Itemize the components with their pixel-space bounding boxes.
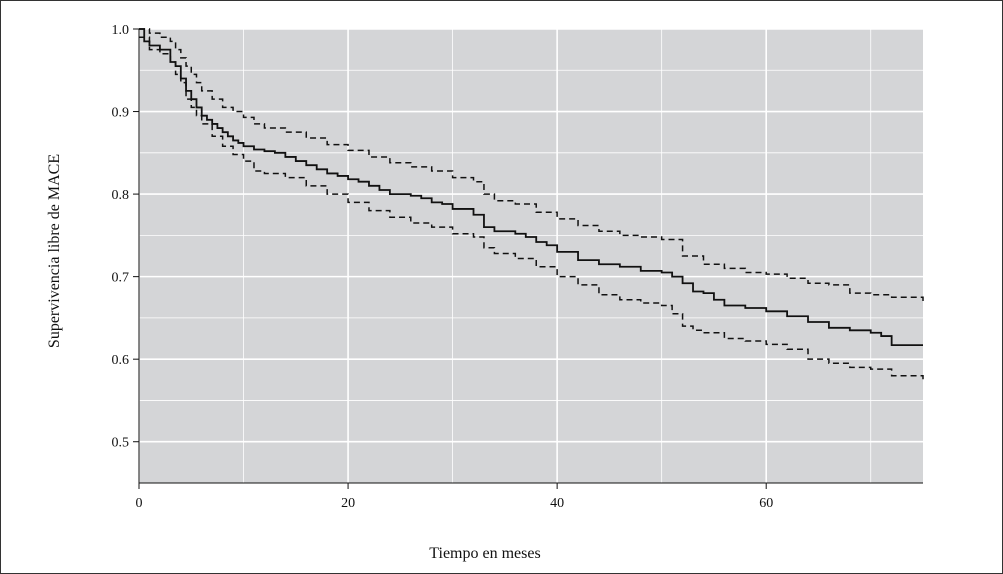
- confidence-bound-line-1: [139, 28, 924, 304]
- x-tick-label: 0: [136, 496, 143, 511]
- series-layer: [139, 28, 924, 382]
- x-tick-label: 60: [759, 496, 773, 511]
- x-tick-label: 40: [550, 496, 564, 511]
- survival-curve-line: [139, 28, 923, 347]
- x-tick-label: 20: [341, 496, 355, 511]
- y-axis-title: Supervivencia libre de MACE: [46, 154, 63, 348]
- y-tick-label: 1.0: [112, 23, 130, 38]
- confidence-bound-line-2: [139, 36, 924, 382]
- y-tick-label: 0.9: [112, 106, 130, 121]
- plot-area: [138, 28, 923, 483]
- y-tick-label: 0.5: [112, 436, 130, 451]
- y-tick-label: 0.8: [112, 188, 130, 203]
- y-tick-label: 0.7: [112, 271, 130, 286]
- y-tick-label: 0.6: [112, 353, 130, 368]
- x-axis-title: Tiempo en meses: [429, 545, 540, 562]
- x-axis: 0 20 40 60: [136, 482, 923, 511]
- plot-background: [139, 29, 923, 483]
- y-axis: 0.5 0.6 0.7 0.8 0.9 1.0: [112, 23, 140, 483]
